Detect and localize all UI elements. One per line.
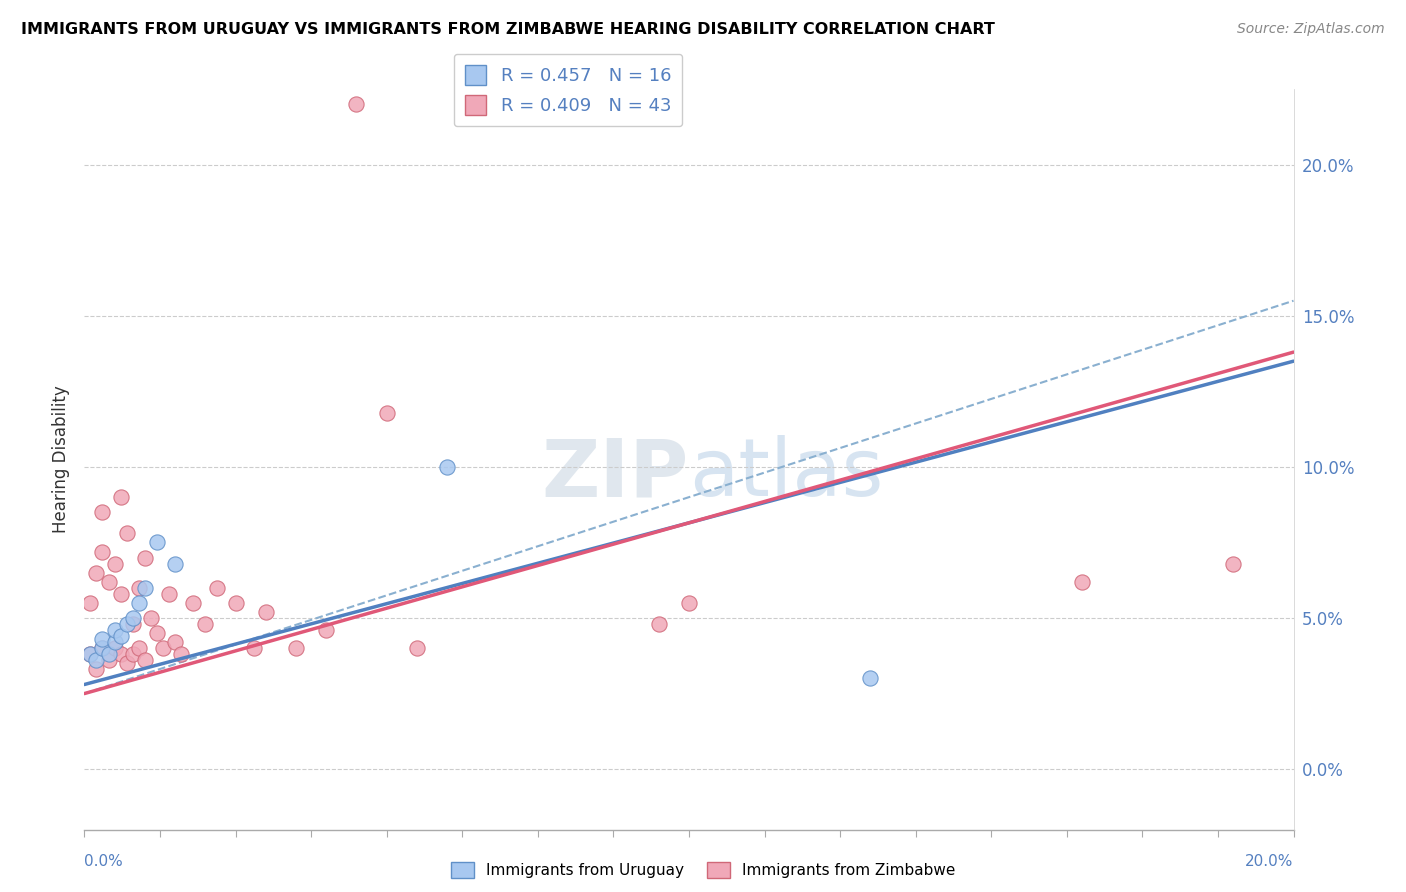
Legend: Immigrants from Uruguay, Immigrants from Zimbabwe: Immigrants from Uruguay, Immigrants from… bbox=[444, 856, 962, 884]
Point bbox=[165, 557, 187, 571]
Point bbox=[346, 97, 368, 112]
Point bbox=[121, 611, 143, 625]
Point bbox=[91, 641, 114, 656]
Point bbox=[79, 648, 101, 662]
Point bbox=[1222, 557, 1244, 571]
Y-axis label: Hearing Disability: Hearing Disability bbox=[52, 385, 70, 533]
Point bbox=[79, 648, 101, 662]
Point bbox=[207, 581, 229, 595]
Text: Source: ZipAtlas.com: Source: ZipAtlas.com bbox=[1237, 22, 1385, 37]
Text: ZIP: ZIP bbox=[541, 435, 689, 513]
Point bbox=[91, 544, 114, 558]
Point bbox=[134, 653, 156, 667]
Point bbox=[128, 641, 150, 656]
Text: 20.0%: 20.0% bbox=[1246, 854, 1294, 869]
Point bbox=[170, 648, 193, 662]
Point bbox=[648, 617, 671, 632]
Point bbox=[678, 596, 700, 610]
Point bbox=[139, 611, 162, 625]
Point bbox=[194, 617, 217, 632]
Point bbox=[115, 617, 138, 632]
Point bbox=[254, 605, 277, 619]
Text: atlas: atlas bbox=[689, 435, 883, 513]
Point bbox=[134, 581, 156, 595]
Point bbox=[315, 623, 337, 637]
Point bbox=[91, 505, 114, 519]
Point bbox=[104, 623, 127, 637]
Point bbox=[146, 535, 169, 549]
Point bbox=[110, 587, 132, 601]
Point bbox=[134, 550, 156, 565]
Point bbox=[121, 617, 143, 632]
Point bbox=[225, 596, 247, 610]
Point bbox=[91, 632, 114, 647]
Text: IMMIGRANTS FROM URUGUAY VS IMMIGRANTS FROM ZIMBABWE HEARING DISABILITY CORRELATI: IMMIGRANTS FROM URUGUAY VS IMMIGRANTS FR… bbox=[21, 22, 995, 37]
Point bbox=[128, 581, 150, 595]
Point bbox=[285, 641, 308, 656]
Point bbox=[146, 626, 169, 640]
Point bbox=[152, 641, 174, 656]
Point bbox=[165, 635, 187, 649]
Point bbox=[181, 596, 204, 610]
Point bbox=[110, 648, 132, 662]
Point bbox=[97, 648, 120, 662]
Point bbox=[115, 526, 138, 541]
Point bbox=[115, 657, 138, 671]
Point bbox=[79, 596, 101, 610]
Point bbox=[97, 653, 120, 667]
Point bbox=[128, 596, 150, 610]
Point bbox=[157, 587, 180, 601]
Point bbox=[242, 641, 264, 656]
Point bbox=[1071, 574, 1094, 589]
Point bbox=[97, 574, 120, 589]
Point bbox=[91, 641, 114, 656]
Text: 0.0%: 0.0% bbox=[84, 854, 124, 869]
Point bbox=[436, 459, 458, 474]
Point bbox=[104, 557, 127, 571]
Point bbox=[86, 566, 108, 580]
Point bbox=[110, 629, 132, 643]
Point bbox=[104, 635, 127, 649]
Point bbox=[86, 653, 108, 667]
Point bbox=[406, 641, 429, 656]
Point bbox=[86, 662, 108, 676]
Point bbox=[375, 405, 398, 419]
Point bbox=[859, 672, 882, 686]
Point bbox=[104, 641, 127, 656]
Point bbox=[121, 648, 143, 662]
Point bbox=[110, 490, 132, 504]
Legend: R = 0.457   N = 16, R = 0.409   N = 43: R = 0.457 N = 16, R = 0.409 N = 43 bbox=[454, 54, 682, 126]
